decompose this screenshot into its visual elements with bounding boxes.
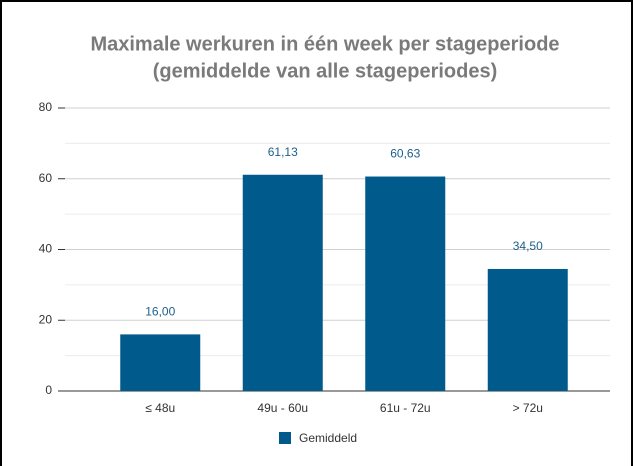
bar: [365, 176, 446, 391]
x-tick-label: > 72u: [513, 401, 543, 415]
chart-title: Maximale werkuren in één week per stagep…: [90, 33, 559, 55]
chart-title: (gemiddelde van alle stageperiodes): [153, 60, 498, 82]
value-label: 61,13: [268, 145, 298, 159]
value-label: 16,00: [145, 305, 175, 319]
legend-swatch: [279, 432, 291, 444]
y-tick-label: 20: [39, 312, 53, 326]
bar: [120, 334, 201, 391]
value-label: 34,50: [513, 239, 543, 253]
legend-label: Gemiddeld: [299, 431, 357, 445]
x-tick-label: ≤ 48u: [145, 401, 175, 415]
y-tick-label: 40: [39, 242, 53, 256]
bar: [487, 268, 568, 391]
value-label: 60,63: [390, 147, 420, 161]
x-tick-label: 61u - 72u: [380, 401, 431, 415]
x-tick-label: 49u - 60u: [257, 401, 308, 415]
y-tick-label: 60: [39, 171, 53, 185]
y-tick-label: 80: [39, 100, 53, 114]
y-tick-label: 0: [45, 383, 52, 397]
bar: [242, 174, 323, 391]
